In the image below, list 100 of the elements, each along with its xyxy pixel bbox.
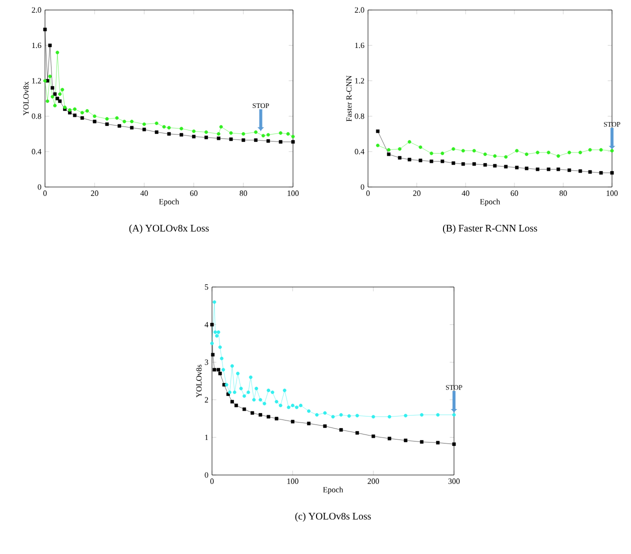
point <box>388 414 392 418</box>
point <box>430 152 434 156</box>
point <box>515 148 519 152</box>
point <box>266 133 270 137</box>
point <box>472 148 476 152</box>
point <box>118 124 122 128</box>
point <box>278 131 282 135</box>
point <box>418 145 422 149</box>
point <box>50 94 54 98</box>
point <box>536 150 540 154</box>
point <box>234 404 238 408</box>
point <box>242 132 246 136</box>
point <box>167 126 171 130</box>
point <box>536 168 540 172</box>
point <box>472 162 476 166</box>
point <box>216 136 220 140</box>
point <box>307 422 311 426</box>
point <box>588 148 592 152</box>
point <box>43 28 47 32</box>
point <box>92 120 96 124</box>
point <box>408 158 412 162</box>
point <box>274 416 278 420</box>
point <box>578 169 582 173</box>
point <box>80 116 84 120</box>
point <box>266 388 270 392</box>
point <box>252 398 256 402</box>
point <box>154 130 158 134</box>
point <box>215 334 219 338</box>
point <box>286 406 290 410</box>
point <box>290 420 294 424</box>
point <box>222 368 226 372</box>
point <box>73 114 77 118</box>
point <box>556 154 560 158</box>
point <box>48 44 52 48</box>
point <box>286 132 290 136</box>
point <box>242 394 246 398</box>
point <box>331 414 335 418</box>
point <box>154 122 158 126</box>
point <box>372 434 376 438</box>
point <box>167 132 171 136</box>
point <box>210 322 214 326</box>
point <box>262 402 266 406</box>
point <box>192 130 196 133</box>
point <box>610 148 614 152</box>
point <box>204 136 208 140</box>
point <box>372 414 376 418</box>
point <box>254 386 258 390</box>
point <box>266 139 270 143</box>
point <box>242 138 246 142</box>
point <box>307 409 311 413</box>
point <box>73 107 77 111</box>
text: (c) YOLOv8s Loss <box>295 512 371 522</box>
point <box>515 166 519 170</box>
point <box>282 388 286 392</box>
point <box>483 163 487 167</box>
point <box>420 440 424 444</box>
point <box>452 161 456 165</box>
point <box>452 442 456 446</box>
point <box>262 134 265 138</box>
point <box>568 168 572 172</box>
point <box>212 300 216 304</box>
point <box>387 152 390 156</box>
point <box>546 168 550 172</box>
point <box>60 88 64 92</box>
point <box>254 138 258 142</box>
point <box>80 110 84 114</box>
point <box>224 383 228 387</box>
point <box>58 99 62 103</box>
point <box>315 413 319 417</box>
point <box>258 398 262 402</box>
point <box>610 171 614 175</box>
point <box>230 400 234 404</box>
point <box>493 154 497 158</box>
point <box>290 404 294 408</box>
text: (A) YOLOv8x Loss <box>129 224 209 234</box>
point <box>461 162 465 166</box>
point <box>56 50 60 54</box>
point <box>339 413 343 417</box>
point <box>274 400 278 404</box>
point <box>355 414 359 418</box>
point <box>46 99 50 103</box>
point <box>250 411 254 415</box>
point <box>278 140 282 144</box>
point <box>192 134 196 138</box>
text: (B) Faster R-CNN Loss <box>442 224 538 234</box>
point <box>398 156 402 160</box>
point <box>216 330 220 334</box>
point <box>122 120 126 124</box>
point <box>232 390 236 394</box>
point <box>452 147 456 151</box>
point <box>376 144 380 148</box>
point <box>546 150 550 154</box>
point <box>248 376 252 379</box>
point <box>210 342 214 346</box>
point <box>294 406 298 410</box>
point <box>130 126 134 130</box>
point <box>436 440 440 444</box>
point <box>524 152 528 156</box>
point <box>323 424 327 428</box>
point <box>436 413 440 417</box>
